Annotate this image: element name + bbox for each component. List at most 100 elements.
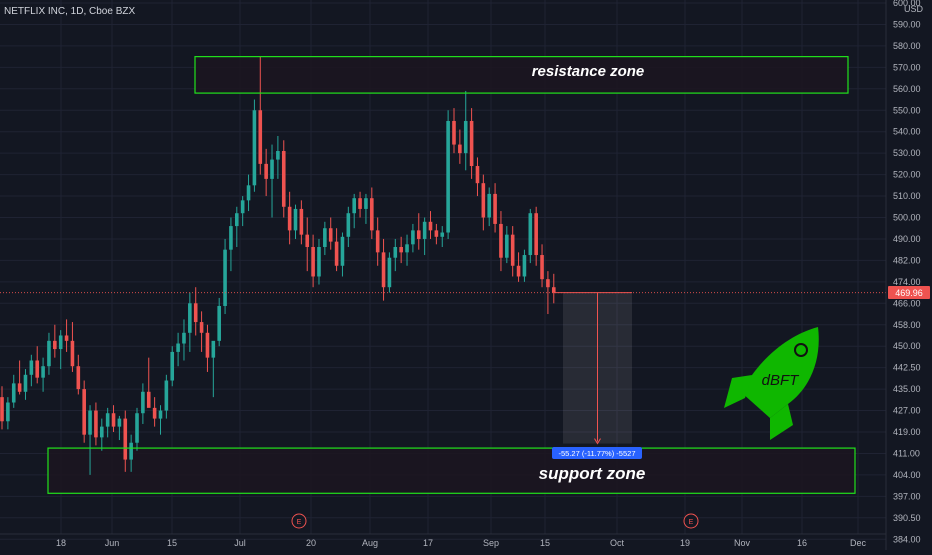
candle [522,249,527,282]
candle [405,234,409,266]
time-tick-label: 18 [56,538,66,548]
candle [217,297,221,347]
candle-body [370,198,374,231]
candle-body [35,360,40,378]
candle-body [463,120,468,154]
candle [64,319,69,352]
candle-body [41,366,45,378]
candle [375,217,380,266]
candle [105,407,110,438]
resistance-zone-fill [195,56,848,94]
price-tick-label: 466.00 [893,298,921,308]
candle [393,238,398,272]
candle [229,217,233,272]
resistance-zone-box[interactable] [194,56,849,94]
candle-body [481,183,486,218]
candle [11,374,16,408]
candle [546,271,550,315]
time-tick-label: Dec [850,538,867,548]
time-axis[interactable]: 18 Jun 15 Jul 20 Aug 17 Sep 15 Oct 19 Nov 16 Dec [0,533,886,548]
candle-body [428,221,433,231]
candle [94,402,98,446]
candle [170,346,175,387]
candle [463,90,468,171]
candle-body [205,332,210,358]
price-tick-label: 500.00 [893,213,921,223]
price-tick-label: 474.00 [893,277,921,287]
time-tick-label: 15 [540,538,550,548]
price-tick-label: 482.00 [893,255,921,265]
candle [311,234,315,288]
candle-body [258,110,263,164]
price-tick-label: 520.00 [893,170,921,180]
candle [6,397,10,430]
candle-body [88,410,92,435]
candle-body [493,193,497,224]
candle-body [235,213,239,227]
candle [141,383,145,424]
candle-body [475,166,480,184]
candle-body [381,252,386,288]
candle-body [182,332,186,344]
candle [235,206,239,247]
candle-body [199,322,204,333]
support-zone-fill [48,448,855,494]
candle-body [358,198,362,209]
candle [129,434,133,472]
price-axis[interactable]: USD 600.00 590.00 580.00 570.00 560.00 550.00… [885,0,932,550]
candle-body [434,230,439,237]
candle [534,206,538,266]
earnings-marker[interactable]: E [683,513,699,529]
candle-body [299,208,304,235]
zones-background [48,56,855,494]
candle [452,108,456,154]
last-price-label: 469.96 [895,288,923,298]
candle-body [499,223,503,258]
candle-body [317,246,321,277]
candle-body [440,232,445,237]
resistance-zone-label: resistance zone [532,63,645,80]
candle [99,418,104,451]
candle [146,357,151,408]
candle [510,226,515,277]
price-tick-label: 458.00 [893,320,921,330]
candle [293,204,298,239]
candle-body [375,230,380,253]
candle-body [540,255,544,280]
candle [422,217,427,256]
candle [41,357,45,392]
candle-body [229,226,233,250]
candle-body [64,335,69,341]
price-tick-label: 390.50 [893,513,921,523]
candle [334,228,339,272]
candles [0,56,556,475]
candle [58,330,63,370]
price-tick-label: 540.00 [893,127,921,137]
candle-body [188,303,192,333]
support-zone-box[interactable] [47,447,856,494]
candle-body [487,193,492,218]
time-tick-label: Aug [362,538,378,548]
candle [411,223,415,253]
candle-body [411,230,415,245]
candle [287,191,292,245]
candle [381,238,386,301]
earnings-marker[interactable]: E [291,513,307,529]
rocket-window-icon [794,343,808,357]
candle-body [105,413,110,427]
time-tick-label: Oct [610,538,625,548]
candle [387,252,392,293]
zones-borders [47,56,856,494]
candle [35,346,40,384]
candle-body [29,360,34,375]
candle [540,244,544,288]
candle [340,232,345,277]
rocket-label: dBFT [762,372,801,389]
candle [352,193,356,229]
candle-body [246,185,251,201]
candle-body [452,120,456,145]
candle [164,374,169,419]
candle-body [94,410,98,438]
